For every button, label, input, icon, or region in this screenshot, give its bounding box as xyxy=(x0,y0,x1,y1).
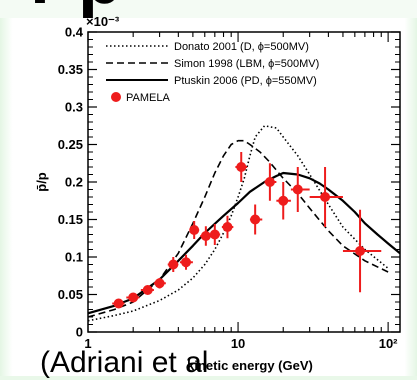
y-tick-label: 0.05 xyxy=(58,287,83,302)
pamela-data-point xyxy=(309,167,343,227)
y-axis-title: p̄/p xyxy=(34,172,49,192)
y-tick-label: 0.1 xyxy=(65,250,83,265)
y-tick-label: 0.2 xyxy=(65,175,83,190)
pamela-marker xyxy=(236,162,247,172)
pamela-data-point xyxy=(290,167,310,212)
simon-curve xyxy=(88,139,389,318)
x-axis-title: kinetic energy (GeV) xyxy=(187,358,313,373)
legend-label: Simon 1998 (LBM, ϕ=500MV) xyxy=(174,58,319,70)
citation-caption: (Adriani et al xyxy=(40,346,209,379)
pamela-data-point xyxy=(189,221,200,239)
donato-curve xyxy=(88,125,389,322)
legend-label: Ptuskin 2006 (PD, ϕ=550MV) xyxy=(174,75,317,87)
pamela-data-point xyxy=(126,292,140,303)
y-multiplier-label: ×10⁻³ xyxy=(86,14,120,29)
pamela-marker xyxy=(250,214,261,225)
top-strip xyxy=(0,0,417,18)
pamela-marker xyxy=(209,229,220,240)
pamela-data-point xyxy=(153,278,166,289)
pamela-data-point xyxy=(112,298,125,309)
pamela-marker xyxy=(222,222,233,232)
y-tick-label: 0.25 xyxy=(58,137,83,152)
y-tick-label: 0.4 xyxy=(65,25,84,40)
pamela-data-point xyxy=(209,224,221,245)
x-tick-label: 10² xyxy=(379,336,398,351)
pamela-data-point xyxy=(342,209,382,293)
slide-title-fragment: r p xyxy=(30,0,122,20)
y-tick-label: 0.15 xyxy=(58,212,83,227)
pamela-marker xyxy=(189,225,200,235)
pamela-data-point xyxy=(249,204,263,235)
plot-frame xyxy=(87,31,401,333)
pamela-marker xyxy=(292,184,303,195)
legend-label: Donato 2001 (D, ϕ=500MV) xyxy=(174,41,309,53)
x-tick-label: 1 xyxy=(84,336,91,351)
y-tick-label: 0.35 xyxy=(58,62,83,77)
legend: Donato 2001 (D, ϕ=500MV) Simon 1998 (LBM,… xyxy=(106,41,319,104)
pamela-marker xyxy=(142,285,153,295)
legend-marker-pamela xyxy=(111,92,121,102)
pamela-marker xyxy=(168,259,179,270)
pamela-marker xyxy=(181,257,192,268)
pamela-marker xyxy=(320,192,331,202)
pamela-marker xyxy=(278,195,289,206)
x-tick-label: 10 xyxy=(231,336,245,351)
pamela-marker xyxy=(200,231,211,241)
pamela-marker xyxy=(128,292,139,303)
pamela-data-point xyxy=(200,226,211,246)
pamela-data-point xyxy=(264,163,277,201)
pamela-data-point xyxy=(140,285,154,295)
pamela-marker xyxy=(264,177,275,187)
pamela-data-point xyxy=(179,254,193,270)
pamela-marker xyxy=(355,246,366,256)
y-tick-label: 0 xyxy=(76,325,83,340)
pamela-marker xyxy=(113,298,124,309)
pamela-data-point xyxy=(167,257,179,272)
pamela-marker xyxy=(154,278,165,289)
pamela-data-point xyxy=(276,182,291,220)
pamela-data-point xyxy=(221,215,234,239)
legend-label: PAMELA xyxy=(126,92,170,104)
pamela-data-point xyxy=(235,152,248,182)
y-tick-label: 0.3 xyxy=(65,100,83,115)
